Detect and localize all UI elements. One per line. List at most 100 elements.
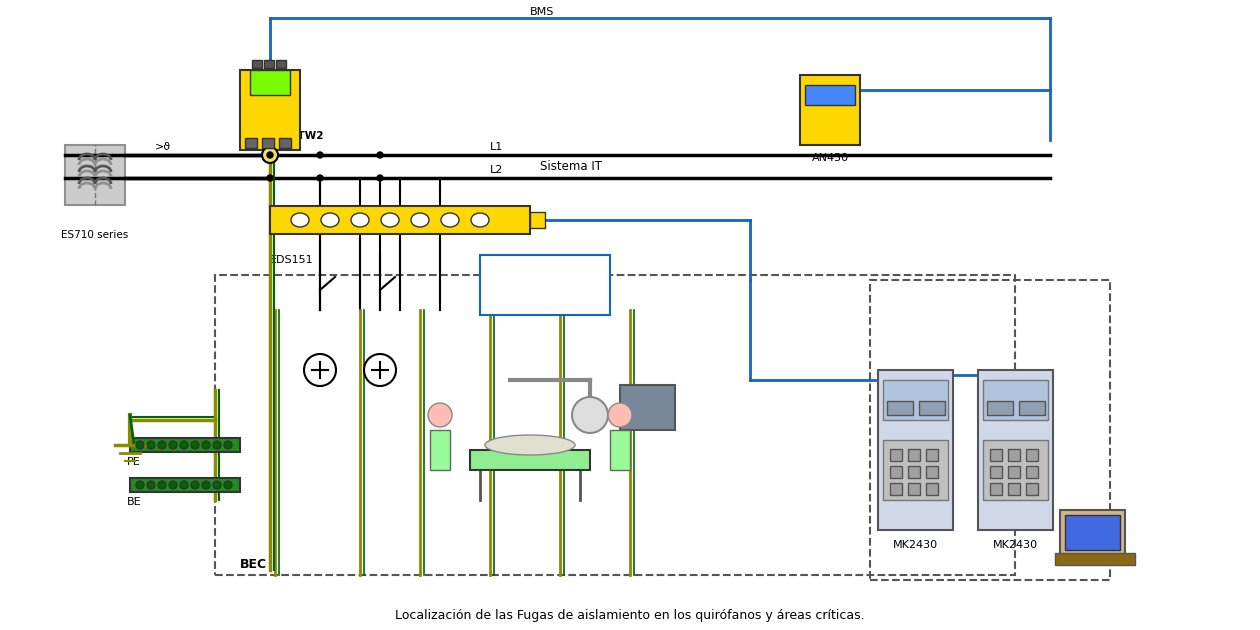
Circle shape: [202, 441, 210, 449]
Text: Sistema IT: Sistema IT: [541, 160, 602, 173]
Circle shape: [169, 481, 176, 489]
Bar: [270, 206, 530, 234]
Ellipse shape: [321, 213, 339, 227]
Circle shape: [192, 481, 199, 489]
Text: PE: PE: [127, 457, 141, 467]
Circle shape: [377, 152, 383, 158]
Circle shape: [224, 441, 232, 449]
Circle shape: [267, 152, 273, 158]
Text: AN450: AN450: [811, 153, 848, 163]
Text: L2: L2: [490, 165, 504, 175]
Circle shape: [364, 354, 396, 386]
Bar: [470, 450, 590, 470]
Ellipse shape: [381, 213, 399, 227]
Bar: [265, 60, 273, 68]
Circle shape: [318, 175, 323, 181]
Bar: [215, 275, 1016, 575]
Text: >I: >I: [266, 133, 278, 143]
Bar: [620, 385, 675, 430]
Bar: [239, 70, 300, 150]
Bar: [262, 138, 273, 148]
Bar: [890, 466, 902, 478]
Bar: [990, 466, 1002, 478]
Bar: [883, 440, 948, 500]
Bar: [878, 370, 953, 530]
Circle shape: [147, 481, 155, 489]
Text: EDS151: EDS151: [270, 255, 314, 265]
Circle shape: [318, 152, 323, 158]
Bar: [883, 380, 948, 420]
Bar: [1065, 515, 1120, 550]
Bar: [983, 440, 1048, 500]
Bar: [926, 466, 937, 478]
Bar: [1008, 466, 1021, 478]
Text: BE: BE: [127, 497, 141, 507]
Bar: [530, 212, 546, 228]
Circle shape: [192, 441, 199, 449]
Bar: [130, 478, 239, 492]
Bar: [480, 255, 610, 315]
Bar: [1019, 401, 1045, 415]
Bar: [278, 138, 291, 148]
Circle shape: [213, 441, 220, 449]
Bar: [244, 138, 257, 148]
Bar: [130, 438, 239, 452]
Bar: [610, 430, 630, 470]
Bar: [1026, 466, 1038, 478]
Circle shape: [428, 403, 452, 427]
Text: MK2430: MK2430: [993, 540, 1037, 550]
Circle shape: [158, 481, 166, 489]
Bar: [249, 70, 290, 95]
Ellipse shape: [471, 213, 489, 227]
Circle shape: [377, 175, 383, 181]
Text: STW2: STW2: [290, 131, 324, 141]
Bar: [1008, 483, 1021, 495]
Text: ES710 series: ES710 series: [62, 230, 129, 240]
Bar: [890, 483, 902, 495]
Circle shape: [147, 441, 155, 449]
Bar: [978, 370, 1053, 530]
Text: BMS: BMS: [530, 7, 554, 17]
Circle shape: [267, 175, 273, 181]
Circle shape: [136, 441, 144, 449]
Bar: [908, 483, 920, 495]
Circle shape: [202, 481, 210, 489]
Text: L1: L1: [490, 142, 503, 152]
Circle shape: [180, 481, 188, 489]
Ellipse shape: [485, 435, 575, 455]
Text: >ϑ: >ϑ: [155, 142, 171, 152]
Ellipse shape: [291, 213, 309, 227]
Ellipse shape: [411, 213, 428, 227]
Bar: [926, 483, 937, 495]
Bar: [869, 280, 1110, 580]
Text: BEC: BEC: [239, 559, 267, 571]
Circle shape: [180, 441, 188, 449]
Circle shape: [572, 397, 609, 433]
Circle shape: [304, 354, 336, 386]
Bar: [66, 145, 125, 205]
Bar: [805, 85, 856, 105]
Bar: [252, 60, 262, 68]
Bar: [908, 449, 920, 461]
Bar: [1055, 553, 1135, 565]
Bar: [276, 60, 286, 68]
Circle shape: [213, 481, 220, 489]
Bar: [1026, 483, 1038, 495]
Circle shape: [224, 481, 232, 489]
Bar: [990, 449, 1002, 461]
Bar: [1008, 449, 1021, 461]
Circle shape: [169, 441, 176, 449]
Bar: [800, 75, 861, 145]
Bar: [983, 380, 1048, 420]
Circle shape: [262, 147, 278, 163]
Bar: [919, 401, 945, 415]
Bar: [430, 430, 450, 470]
Bar: [890, 449, 902, 461]
Circle shape: [609, 403, 633, 427]
Text: MK2430: MK2430: [892, 540, 937, 550]
Ellipse shape: [352, 213, 369, 227]
Bar: [1026, 449, 1038, 461]
Bar: [990, 483, 1002, 495]
Bar: [1060, 510, 1125, 555]
Text: Localización de las Fugas de aislamiento en los quirófanos y áreas críticas.: Localización de las Fugas de aislamiento…: [396, 609, 864, 622]
